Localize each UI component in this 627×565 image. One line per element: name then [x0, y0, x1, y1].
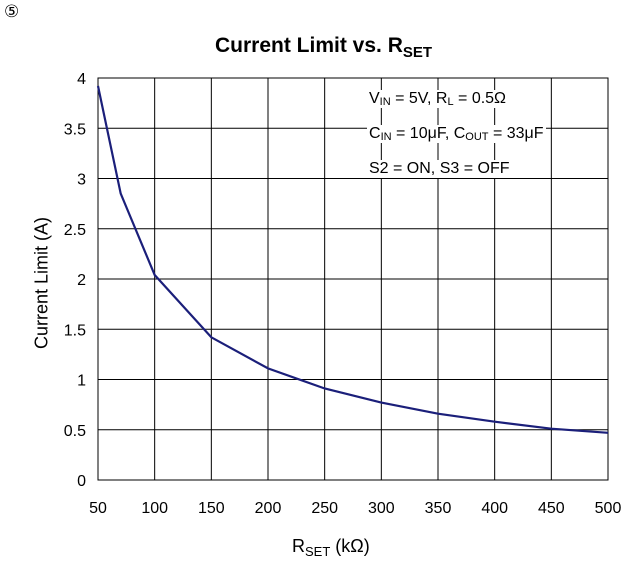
- x-tick-label: 250: [311, 500, 338, 517]
- y-tick-label: 4: [77, 71, 86, 88]
- y-tick-label: 3: [77, 172, 86, 189]
- x-tick-label: 500: [595, 500, 622, 517]
- y-tick-label: 1.5: [64, 322, 86, 339]
- annotation-cin-cout: CIN = 10μF, COUT = 33μF: [367, 125, 546, 143]
- chart-title: Current Limit vs. RSET: [215, 34, 433, 61]
- x-tick-label: 450: [538, 500, 565, 517]
- plot-frame: [97, 77, 609, 481]
- annotation-vin-rl: VIN = 5V, RL = 0.5Ω: [367, 90, 509, 108]
- y-axis-label: Current Limit (A): [31, 216, 52, 350]
- y-tick-label: 0: [77, 473, 86, 490]
- y-tick-labels: 0 0.5 1 1.5 2 2.5 3 3.5 4: [64, 71, 86, 490]
- x-tick-label: 300: [368, 500, 395, 517]
- current-limit-line: [96, 85, 609, 434]
- x-tick-label: 400: [481, 500, 508, 517]
- x-tick-label: 50: [89, 500, 107, 517]
- y-tick-label: 2: [77, 272, 86, 289]
- x-tick-label: 350: [425, 500, 452, 517]
- x-axis-label: RSET (kΩ): [292, 536, 370, 559]
- x-tick-label: 150: [198, 500, 225, 517]
- y-tick-label: 1: [77, 373, 86, 390]
- x-tick-label: 100: [141, 500, 168, 517]
- y-tick-label: 3.5: [64, 121, 86, 138]
- x-tick-label: 200: [255, 500, 282, 517]
- y-tick-label: 0.5: [64, 423, 86, 440]
- figure-marker: ⑤: [4, 2, 20, 22]
- x-tick-labels: 50 100 150 200 250 300 350 400 450 500: [89, 500, 621, 517]
- annotation-switches: S2 = ON, S3 = OFF: [367, 160, 512, 178]
- y-tick-label: 2.5: [64, 222, 86, 239]
